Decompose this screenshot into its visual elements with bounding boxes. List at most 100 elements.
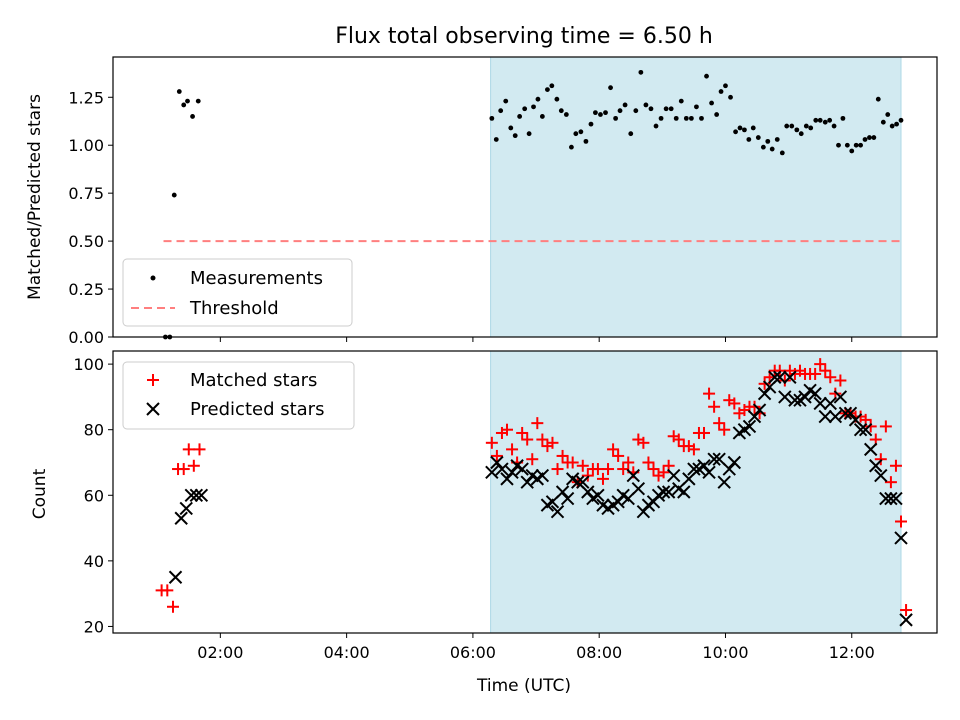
measurement-point [195, 98, 201, 104]
predicted-star-point [495, 462, 509, 476]
predicted-star-point [757, 386, 772, 401]
measurement-point [822, 119, 828, 125]
measurement-point [844, 142, 850, 148]
matched-star-point [657, 466, 670, 479]
top-legend-box [122, 258, 353, 327]
measurement-point [894, 121, 899, 127]
x-tick-label: 02:00 [197, 643, 243, 662]
predicted-star-point [752, 403, 767, 417]
predicted-star-point [788, 393, 802, 407]
predicted-star-point [555, 485, 570, 499]
measurement-point [613, 115, 619, 121]
measurement-point [733, 129, 738, 135]
x-tick-label: 04:00 [324, 643, 370, 662]
measurement-point [875, 96, 881, 102]
measurement-point [853, 142, 859, 148]
predicted-star-point [184, 488, 199, 502]
predicted-star-point [661, 485, 676, 499]
predicted-star-point [611, 495, 625, 509]
measurement-point [628, 131, 634, 137]
measurement-point [522, 106, 528, 112]
measurement-point [683, 115, 689, 121]
predicted-star-point [853, 422, 868, 437]
chart-title: Flux total observing time = 6.50 h [335, 24, 713, 49]
matched-star-point [526, 453, 539, 466]
measurement-point [755, 135, 761, 140]
measurement-point [867, 135, 872, 140]
predicted-star-point [818, 409, 832, 424]
measurement-point [723, 83, 728, 89]
measurement-point [750, 125, 756, 131]
measurement-point [578, 129, 584, 135]
matched-star-point [778, 374, 791, 387]
measurement-point [668, 106, 674, 112]
bottom-y-tick-label: 100 [73, 355, 104, 374]
matched-legend-marker [147, 374, 159, 386]
matched-star-point [642, 456, 655, 469]
matched-star-point [531, 417, 544, 430]
predicted-star-point [869, 459, 883, 473]
predicted-star-point [194, 488, 209, 502]
measurement-point [573, 131, 579, 137]
predicted-star-point [858, 422, 873, 437]
predicted-star-point [168, 570, 183, 584]
measurement-point [498, 108, 504, 114]
top-shaded-region [490, 56, 902, 338]
predicted-star-point [742, 419, 757, 434]
measurement-point [746, 137, 752, 142]
measurement-point [185, 98, 190, 104]
matched-star-point [703, 387, 716, 400]
x-tick-label: 06:00 [450, 643, 496, 662]
matched-star-point [773, 364, 786, 377]
bottom-axes-frame [112, 350, 938, 634]
matched-star-point [551, 463, 564, 476]
matched-star-point [824, 371, 837, 384]
measurement-point [622, 102, 628, 108]
matched-star-point [581, 469, 594, 482]
measurement-point [898, 117, 904, 123]
predicted-star-point [722, 462, 736, 476]
predicted-star-point [189, 488, 204, 502]
predicted-legend-marker [146, 402, 160, 416]
predicted-star-point [631, 482, 646, 496]
measurement-point [512, 133, 518, 139]
predicted-star-point [838, 406, 853, 421]
matched-star-point [819, 364, 832, 377]
predicted-star-point [899, 613, 913, 627]
predicted-star-point [717, 475, 731, 489]
matched-star-point [884, 476, 897, 489]
matched-star-point [758, 377, 771, 390]
matched-star-point [687, 443, 700, 456]
bottom-y-tick-label: 20 [84, 617, 104, 636]
measurement-point [554, 96, 560, 102]
measurement-point [563, 112, 569, 117]
predicted-star-point [843, 406, 858, 421]
predicted-star-point [874, 468, 888, 483]
measurements-legend-marker [150, 275, 156, 281]
measurement-point [769, 146, 775, 152]
matched-star-point [713, 417, 726, 430]
measurement-point [598, 112, 603, 117]
matched-star-point [879, 420, 892, 433]
predicted-star-point [894, 531, 908, 545]
measurement-point [728, 94, 733, 100]
matched-star-point [556, 449, 569, 462]
measurement-point [545, 87, 550, 93]
matched-star-point [546, 436, 559, 449]
matched-star-point [501, 423, 514, 436]
measurement-point [531, 104, 536, 110]
measurement-point [858, 142, 863, 148]
matched-star-point [506, 443, 519, 456]
measurement-point [569, 144, 574, 150]
measurement-point [549, 83, 555, 89]
measurement-point [836, 142, 841, 148]
matched-star-point [647, 463, 660, 476]
measurement-point [849, 148, 855, 154]
matched-star-point [874, 453, 887, 466]
bottom-panel: 20 40 60 80 100 02:00 04:00 06:00 08:00 10:00 12:0… [30, 350, 938, 696]
measurement-point [760, 144, 766, 150]
x-tick-label: 12:00 [829, 643, 875, 662]
measurement-point [737, 125, 743, 131]
matched-legend-label: Matched stars [190, 370, 317, 391]
predicted-star-point [707, 452, 721, 466]
